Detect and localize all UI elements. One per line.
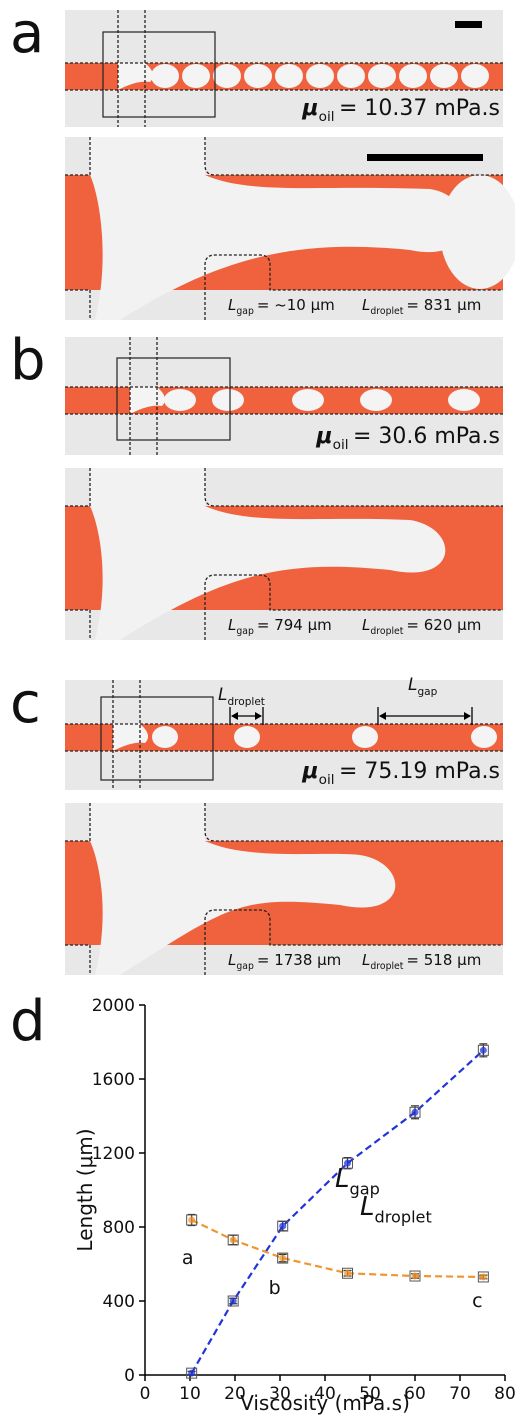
droplet — [152, 726, 178, 748]
point — [279, 1223, 286, 1230]
y-tick-label: 0 — [124, 1366, 135, 1386]
symbol: L — [362, 616, 370, 634]
x-tick-label: 80 — [494, 1384, 515, 1404]
value: = 30.6 mPa.s — [353, 424, 500, 449]
subscript: gap — [417, 686, 437, 698]
droplet — [337, 64, 365, 88]
point-label: b — [269, 1277, 281, 1299]
droplet — [448, 389, 480, 411]
point — [230, 1236, 237, 1243]
subscript: droplet — [375, 1207, 432, 1226]
fit-line — [192, 1050, 484, 1373]
subscript: droplet — [370, 961, 403, 972]
droplet — [430, 64, 458, 88]
y-axis-label: Length (μm) — [73, 1128, 97, 1251]
x-tick-label: 70 — [449, 1384, 471, 1404]
symbol: μ — [301, 96, 318, 121]
panel-letter: a — [10, 1, 44, 66]
page: aμoil= 10.37 mPa.sLgap= ~10 μmLdroplet= … — [0, 0, 515, 1418]
droplet — [471, 726, 497, 748]
y-tick-label: 1600 — [92, 1070, 135, 1090]
point — [412, 1273, 419, 1280]
point — [188, 1216, 195, 1223]
point-label: c — [472, 1290, 482, 1312]
symbol: L — [408, 675, 417, 695]
droplet — [213, 64, 241, 88]
droplet — [352, 726, 378, 748]
subscript: oil — [333, 437, 349, 453]
droplet — [182, 64, 210, 88]
subscript: droplet — [370, 626, 403, 637]
droplet — [292, 389, 324, 411]
x-axis-label: Viscosity (mPa.s) — [240, 1391, 410, 1415]
droplet — [360, 389, 392, 411]
subscript: gap — [236, 306, 254, 317]
symbol: L — [335, 1164, 350, 1194]
symbol: L — [228, 296, 236, 314]
y-tick-label: 800 — [103, 1218, 135, 1238]
point-label: a — [182, 1247, 194, 1269]
x-tick-label: 0 — [140, 1384, 151, 1404]
y-tick-label: 400 — [103, 1292, 135, 1312]
point — [344, 1270, 351, 1277]
droplet — [461, 64, 489, 88]
y-tick-label: 2000 — [92, 996, 135, 1016]
symbol: L — [228, 951, 236, 969]
point — [480, 1047, 487, 1054]
droplet — [244, 64, 272, 88]
symbol: L — [360, 1192, 375, 1222]
symbol: L — [362, 951, 370, 969]
point — [230, 1298, 237, 1305]
droplet — [151, 64, 179, 88]
value: = ~10 μm — [257, 296, 335, 314]
symbol: μ — [315, 424, 332, 449]
value: = 831 μm — [406, 296, 481, 314]
point — [279, 1255, 286, 1262]
x-tick-label: 10 — [179, 1384, 201, 1404]
droplet — [164, 389, 196, 411]
value: = 794 μm — [257, 616, 332, 634]
point — [480, 1273, 487, 1280]
panel-letter: c — [10, 671, 41, 736]
symbol: L — [228, 616, 236, 634]
droplet — [368, 64, 396, 88]
subscript: gap — [236, 626, 254, 637]
figure: aμoil= 10.37 mPa.sLgap= ~10 μmLdroplet= … — [0, 0, 515, 1418]
droplet — [399, 64, 427, 88]
subscript: oil — [319, 772, 335, 788]
droplet — [212, 389, 244, 411]
point — [188, 1370, 195, 1377]
droplet — [234, 726, 260, 748]
scale-bar — [367, 154, 483, 161]
label: Lgap — [408, 675, 438, 698]
panel-letter: b — [10, 328, 46, 393]
droplet — [275, 64, 303, 88]
value: = 75.19 mPa.s — [339, 759, 500, 784]
scale-bar — [455, 21, 482, 28]
subscript: droplet — [370, 306, 403, 317]
droplet — [306, 64, 334, 88]
label: Ldroplet — [360, 1192, 432, 1226]
symbol: μ — [301, 759, 318, 784]
value: = 620 μm — [406, 616, 481, 634]
value: = 518 μm — [406, 951, 481, 969]
subscript: oil — [319, 109, 335, 125]
symbol: L — [218, 685, 227, 705]
panel-letter: d — [10, 989, 46, 1054]
subscript: droplet — [227, 696, 264, 708]
y-tick-label: 1200 — [92, 1144, 135, 1164]
value: = 10.37 mPa.s — [339, 96, 500, 121]
point — [412, 1109, 419, 1116]
subscript: gap — [236, 961, 254, 972]
symbol: L — [362, 296, 370, 314]
value: = 1738 μm — [257, 951, 341, 969]
fit-line — [192, 1220, 484, 1277]
